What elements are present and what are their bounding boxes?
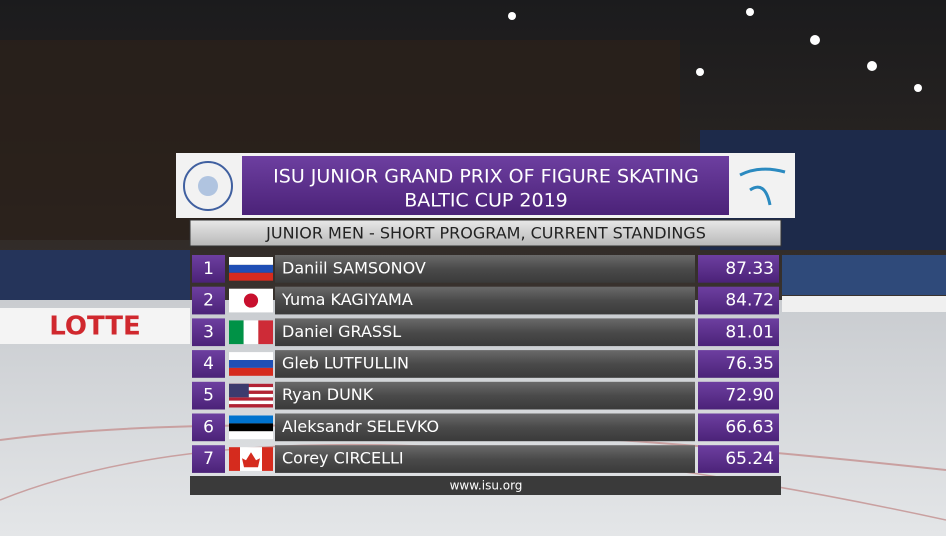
flag-part [229, 415, 273, 424]
score-box [698, 318, 779, 347]
rank-box [192, 255, 225, 283]
flag-part [229, 447, 240, 471]
seats [0, 250, 190, 305]
rank: 2 [203, 291, 214, 311]
flag-part [229, 383, 273, 388]
flag-part [229, 352, 273, 360]
rank-box [192, 286, 225, 315]
name-bar [275, 381, 695, 410]
rank: 5 [203, 386, 214, 406]
flag-part [229, 264, 273, 273]
flag-part [262, 447, 273, 471]
score-box [698, 381, 779, 410]
rank-box [192, 350, 225, 378]
score: 65.24 [725, 449, 774, 469]
score-box [698, 350, 779, 378]
score: 76.35 [725, 354, 774, 374]
flag-part [229, 397, 273, 401]
board [0, 308, 190, 344]
name-bar [275, 350, 695, 378]
skater-name: Yuma KAGIYAMA [281, 290, 413, 309]
flag-part [229, 400, 273, 405]
board [782, 296, 946, 312]
score-box [698, 413, 779, 442]
header-subtitle: BALTIC CUP 2019 [404, 190, 568, 212]
lights [508, 8, 922, 92]
flag-part [240, 447, 251, 471]
rank: 6 [203, 417, 214, 437]
name-bar [275, 318, 695, 347]
flag-part [229, 404, 273, 408]
rank: 7 [203, 449, 214, 469]
flag-part [229, 423, 273, 432]
footer-bar [190, 476, 781, 495]
event-logo [739, 167, 786, 206]
footer-url: www.isu.org [450, 479, 523, 493]
event-bar [189, 219, 782, 247]
score: 72.90 [725, 386, 774, 406]
standings: 1 Daniil SAMSONOV 87.33 2 Yuma KAGIYAMA 84.72… [192, 255, 779, 473]
rank: 4 [203, 354, 214, 374]
flag-part [229, 387, 273, 391]
skater-name: Daniel GRASSL [282, 322, 401, 341]
flag-part [229, 272, 273, 281]
rank-box [192, 318, 225, 347]
flag-part [229, 390, 273, 394]
skater-name: Daniil SAMSONOV [282, 258, 426, 277]
score: 84.72 [725, 291, 774, 311]
flag-part [242, 452, 260, 468]
header-title: ISU JUNIOR GRAND PRIX OF FIGURE SKATING [273, 166, 699, 188]
isu-logo [183, 161, 233, 211]
skater-name: Aleksandr SELEVKO [282, 417, 439, 436]
event-title: JUNIOR MEN - SHORT PROGRAM, CURRENT STAN… [265, 224, 706, 243]
header-title-bg [242, 156, 729, 215]
flag-part [229, 383, 249, 398]
skater-name: Gleb LUTFULLIN [282, 353, 409, 372]
seats [782, 255, 946, 295]
sign-text: LOTTE [49, 312, 141, 342]
rank: 1 [203, 259, 214, 279]
flag-part [229, 431, 273, 440]
isu-logo [198, 176, 218, 196]
flag-part [229, 320, 244, 345]
score: 66.63 [725, 417, 774, 437]
rank-box [192, 445, 225, 473]
flag-part [229, 393, 273, 398]
flag-part [251, 447, 262, 471]
score-box [698, 255, 779, 283]
score-box [698, 286, 779, 315]
name-bar [275, 286, 695, 315]
flag-part [229, 360, 273, 368]
flag-part [229, 257, 273, 265]
rank-box [192, 381, 225, 410]
name-bar [275, 445, 695, 473]
skater-name: Ryan DUNK [282, 385, 374, 404]
name-bar [275, 255, 695, 283]
rank: 3 [203, 322, 214, 342]
rank-box [192, 413, 225, 442]
score-box [698, 445, 779, 473]
flag-part [229, 367, 273, 376]
score: 87.33 [725, 259, 774, 279]
flag-part [243, 320, 259, 345]
flag-part [243, 293, 259, 308]
name-bar [275, 413, 695, 442]
flag-part [258, 320, 273, 345]
score: 81.01 [725, 322, 774, 342]
skater-name: Corey CIRCELLI [282, 449, 404, 468]
